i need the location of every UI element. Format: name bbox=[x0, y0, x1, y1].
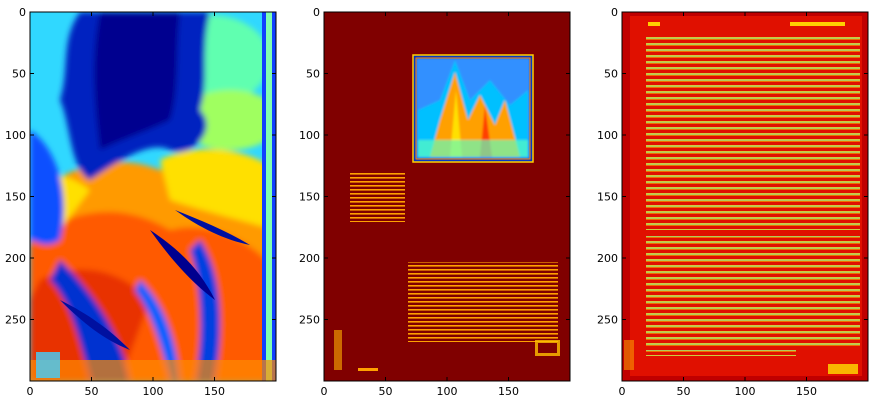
x-tick-label: 50 bbox=[677, 385, 691, 398]
x-tick-label: 100 bbox=[437, 385, 458, 398]
y-tick-label: 100 bbox=[5, 129, 26, 142]
x-tick-label: 150 bbox=[498, 385, 519, 398]
panel-3-image bbox=[622, 12, 868, 381]
panel-2-axes: 0 50 100 150 0 50 100 150 200 250 bbox=[299, 6, 570, 398]
y-tick-label: 150 bbox=[597, 191, 618, 204]
y-tick-label: 0 bbox=[611, 6, 618, 19]
y-tick-label: 250 bbox=[299, 314, 320, 327]
y-tick-label: 100 bbox=[299, 129, 320, 142]
panel-3-axes: 0 50 100 150 0 50 100 150 200 250 bbox=[597, 6, 868, 398]
y-tick-label: 150 bbox=[5, 191, 26, 204]
panel-2: 0 50 100 150 0 50 100 150 200 250 bbox=[299, 6, 571, 398]
y-tick-label: 50 bbox=[12, 68, 26, 81]
y-tick-label: 200 bbox=[5, 252, 26, 265]
y-tick-label: 250 bbox=[5, 314, 26, 327]
x-tick-label: 100 bbox=[735, 385, 756, 398]
panel-1-axes: 0 50 100 150 0 50 100 150 200 250 bbox=[5, 6, 276, 398]
y-tick-label: 200 bbox=[299, 252, 320, 265]
x-tick-label: 150 bbox=[204, 385, 225, 398]
x-tick-label: 0 bbox=[619, 385, 626, 398]
y-tick-label: 250 bbox=[597, 314, 618, 327]
panel-2-image bbox=[324, 12, 570, 381]
y-tick-label: 100 bbox=[597, 129, 618, 142]
y-tick-label: 0 bbox=[313, 6, 320, 19]
y-tick-label: 50 bbox=[306, 68, 320, 81]
x-tick-label: 50 bbox=[379, 385, 393, 398]
panel-1-image bbox=[30, 12, 276, 381]
x-tick-label: 100 bbox=[143, 385, 164, 398]
y-tick-label: 200 bbox=[597, 252, 618, 265]
panel-1: 0 50 100 150 0 50 100 150 200 250 bbox=[5, 6, 277, 398]
x-tick-label: 0 bbox=[321, 385, 328, 398]
y-tick-label: 0 bbox=[19, 6, 26, 19]
x-tick-label: 150 bbox=[796, 385, 817, 398]
panel-3: 0 50 100 150 0 50 100 150 200 250 bbox=[597, 6, 869, 398]
x-tick-label: 50 bbox=[85, 385, 99, 398]
y-tick-label: 150 bbox=[299, 191, 320, 204]
y-tick-label: 50 bbox=[604, 68, 618, 81]
x-tick-label: 0 bbox=[27, 385, 34, 398]
